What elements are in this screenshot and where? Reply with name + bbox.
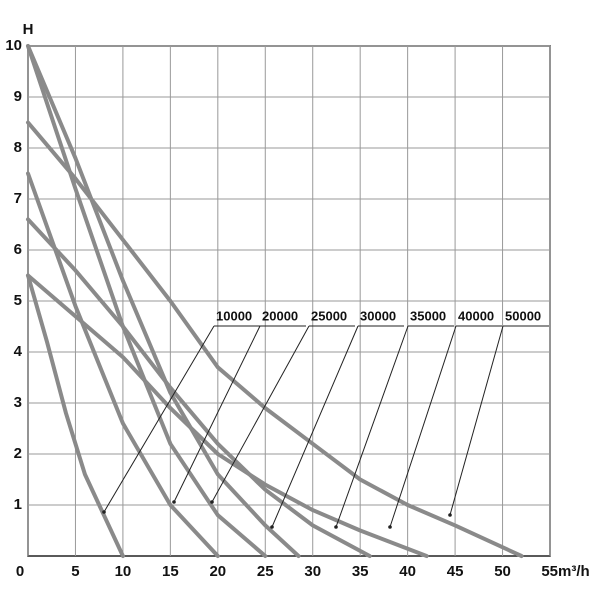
y-tick-label: 10 bbox=[5, 37, 22, 54]
legend-label: 35000 bbox=[410, 308, 446, 323]
y-tick-label: 1 bbox=[14, 496, 22, 513]
pump-curve bbox=[26, 44, 301, 558]
x-tick-label: 0 bbox=[16, 563, 24, 580]
y-tick-label: 2 bbox=[14, 445, 22, 462]
leader-line bbox=[335, 325, 409, 528]
x-tick-label: 15 bbox=[162, 563, 179, 580]
leader-line bbox=[271, 325, 359, 528]
y-tick-label: 9 bbox=[14, 88, 22, 105]
legend-label: 25000 bbox=[311, 308, 347, 323]
legend-label: 30000 bbox=[360, 308, 396, 323]
leader-line bbox=[449, 325, 504, 516]
legend-label: 20000 bbox=[262, 308, 298, 323]
legend-label: 40000 bbox=[458, 308, 494, 323]
x-tick-label: 35 bbox=[352, 563, 369, 580]
pump-curve bbox=[26, 273, 125, 558]
legend-label: 10000 bbox=[216, 308, 252, 323]
leader-line bbox=[103, 325, 215, 513]
leader-tip bbox=[388, 525, 392, 529]
pump-curve bbox=[26, 273, 429, 558]
pump-curve bbox=[26, 217, 372, 558]
y-tick-label: 8 bbox=[14, 139, 22, 156]
x-tick-label: 10 bbox=[115, 563, 132, 580]
x-tick-label: 25 bbox=[257, 563, 274, 580]
y-tick-label: 7 bbox=[14, 190, 22, 207]
leader-line bbox=[211, 325, 310, 503]
leader-tip bbox=[448, 513, 452, 517]
x-tick-label: 55 bbox=[541, 563, 558, 580]
pump-curve bbox=[26, 120, 524, 558]
leader-tip bbox=[334, 525, 338, 529]
leader-tip bbox=[172, 500, 176, 504]
x-tick-label: 45 bbox=[447, 563, 464, 580]
x-tick-label: 30 bbox=[304, 563, 321, 580]
x-tick-label: 5 bbox=[71, 563, 79, 580]
x-tick-label: 40 bbox=[399, 563, 416, 580]
y-tick-label: 6 bbox=[14, 241, 22, 258]
legend-label: 50000 bbox=[505, 308, 541, 323]
x-tick-label: 50 bbox=[494, 563, 511, 580]
y-tick-label: 3 bbox=[14, 394, 22, 411]
leader-tip bbox=[210, 500, 214, 504]
leader-line bbox=[173, 325, 261, 503]
x-tick-label: 20 bbox=[209, 563, 226, 580]
leader-tip bbox=[270, 525, 274, 529]
pump-curve bbox=[26, 171, 220, 558]
leader-line bbox=[389, 325, 457, 528]
leader-tip bbox=[102, 510, 106, 514]
y-axis-label: H bbox=[23, 21, 34, 38]
y-tick-label: 5 bbox=[14, 292, 22, 309]
x-axis-label: m³/h bbox=[558, 563, 590, 580]
y-tick-label: 4 bbox=[14, 343, 23, 360]
